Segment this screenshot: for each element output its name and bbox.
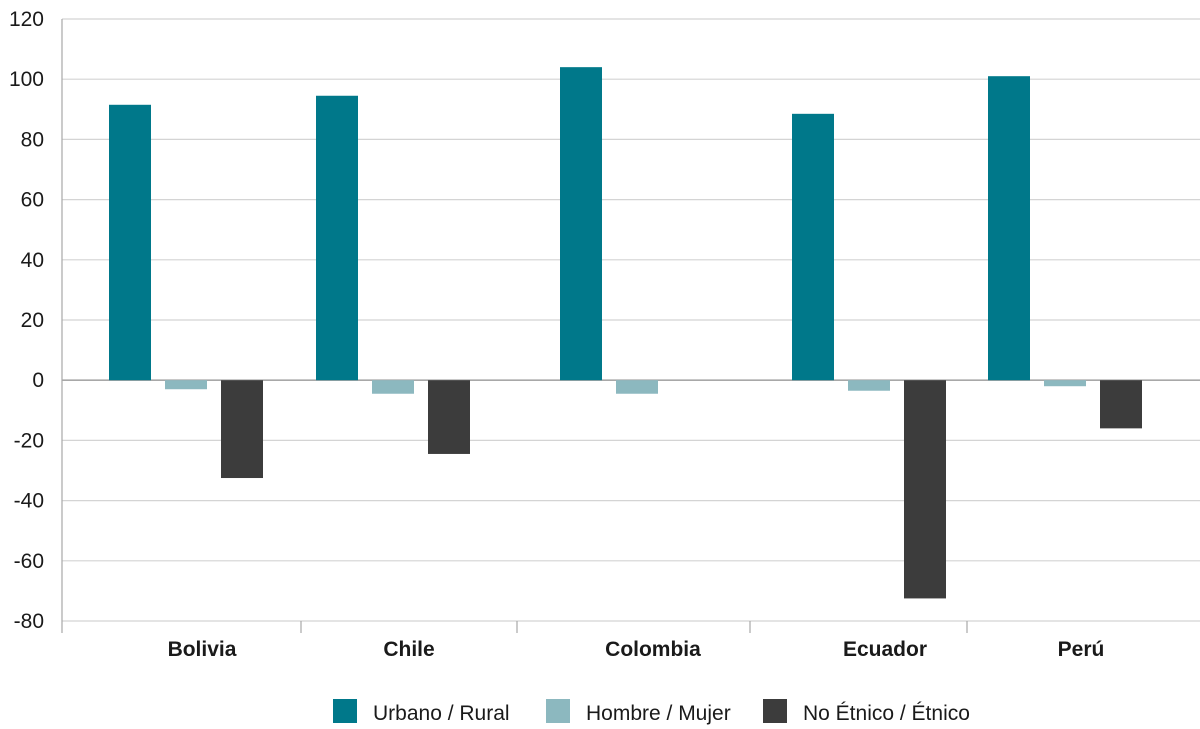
y-tick-label: -60 xyxy=(14,550,44,573)
y-axis-tick-labels: 120 100 80 60 40 20 0 -20 -40 -60 -80 xyxy=(9,8,44,633)
legend-label: No Étnico / Étnico xyxy=(803,702,970,725)
y-tick-label: 20 xyxy=(21,309,44,332)
x-category-label: Ecuador xyxy=(843,638,927,661)
y-tick-label: 0 xyxy=(32,369,44,392)
y-tick-label: 40 xyxy=(21,249,44,272)
bar-no-etnico-etnico xyxy=(221,380,263,479)
x-category-label: Perú xyxy=(1058,638,1105,661)
y-tick-label: -80 xyxy=(14,610,44,633)
legend: Urbano / Rural Hombre / Mujer No Étnico / … xyxy=(333,699,970,725)
x-category-label: Chile xyxy=(383,638,434,661)
bar-no-etnico-etnico xyxy=(428,380,470,454)
legend-swatch xyxy=(763,699,787,723)
bar-urbano-rural xyxy=(109,104,151,381)
x-category-label: Colombia xyxy=(605,638,701,661)
y-tick-label: -40 xyxy=(14,490,44,513)
bar-no-etnico-etnico xyxy=(904,380,946,599)
axes xyxy=(61,19,968,633)
y-tick-label: 100 xyxy=(9,68,44,91)
x-axis-category-labels: Bolivia Chile Colombia Ecuador Perú xyxy=(168,638,1105,661)
bar-hombre-mujer xyxy=(372,380,414,394)
bar-urbano-rural xyxy=(988,76,1030,381)
bar-hombre-mujer xyxy=(1044,380,1086,387)
bars xyxy=(109,67,1142,599)
y-tick-label: 120 xyxy=(9,8,44,31)
x-category-label: Bolivia xyxy=(168,638,237,661)
y-tick-label: 60 xyxy=(21,189,44,212)
bar-hombre-mujer xyxy=(165,380,207,390)
legend-label: Hombre / Mujer xyxy=(586,702,731,725)
bar-hombre-mujer xyxy=(616,380,658,394)
y-tick-label: 80 xyxy=(21,128,44,151)
y-tick-label: -20 xyxy=(14,429,44,452)
bar-no-etnico-etnico xyxy=(1100,380,1142,429)
bar-hombre-mujer xyxy=(848,380,890,391)
legend-label: Urbano / Rural xyxy=(373,702,510,725)
legend-swatch xyxy=(546,699,570,723)
legend-swatch xyxy=(333,699,357,723)
bar-urbano-rural xyxy=(316,95,358,381)
bar-urbano-rural xyxy=(792,113,834,381)
bar-urbano-rural xyxy=(560,67,602,381)
